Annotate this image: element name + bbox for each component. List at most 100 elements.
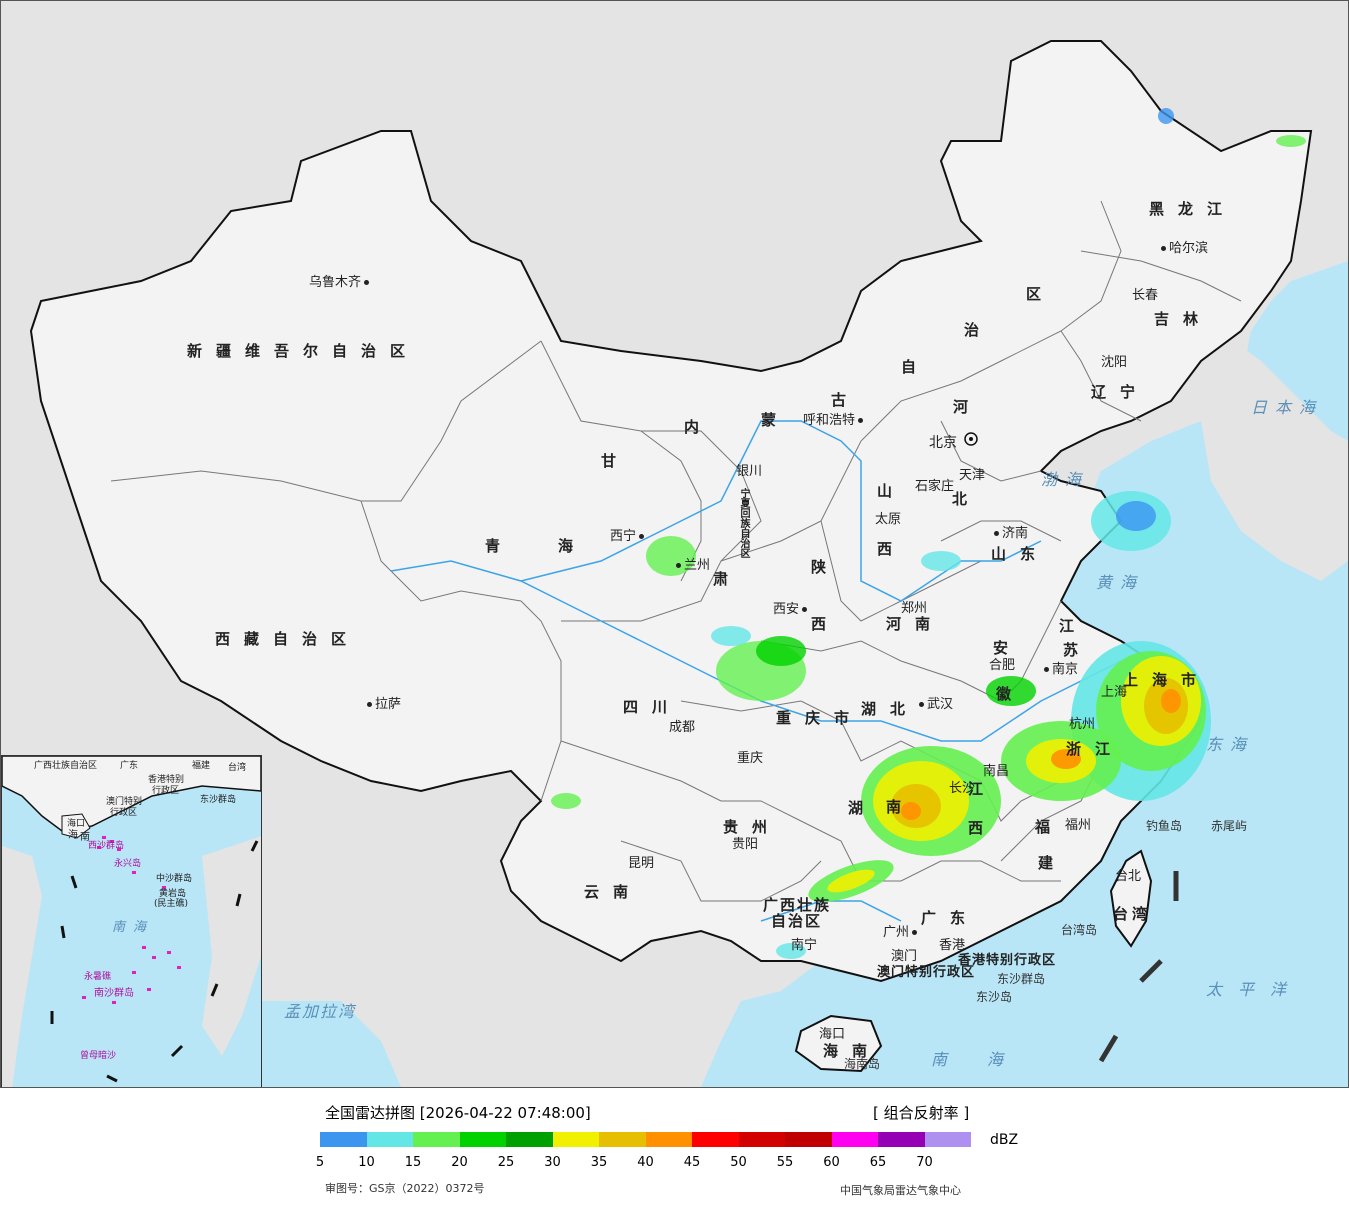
island-dongsha-dao: 东沙岛 xyxy=(976,990,1013,1004)
province-hebei-2: 北 xyxy=(952,490,982,508)
province-taiwan: 台湾 xyxy=(1113,905,1152,923)
province-chongqing: 重庆市 xyxy=(776,709,864,727)
province-gansu-1: 甘 xyxy=(601,452,631,470)
legend-tick-label: 55 xyxy=(776,1155,794,1170)
province-fujian-1: 福 xyxy=(1035,818,1065,836)
province-macau: 澳门特别行政区 xyxy=(877,965,976,980)
inset-hainan xyxy=(61,813,91,839)
province-fujian-2: 建 xyxy=(1038,854,1068,872)
sea-bengal: 孟加拉湾 xyxy=(284,1002,357,1021)
city-tianjin: 天津 xyxy=(959,468,986,483)
city-harbin: 哈尔滨 xyxy=(1158,237,1208,256)
city-chongqing: 重庆 xyxy=(737,751,764,766)
city-wuhan: 武汉 xyxy=(916,693,953,712)
city-lhasa: 拉萨 xyxy=(364,693,401,712)
province-hunan-1: 湖 xyxy=(848,799,878,817)
province-shaanxi-1: 陕 xyxy=(811,558,841,576)
legend-swatch xyxy=(459,1132,506,1147)
province-shanxi-2: 西 xyxy=(877,540,907,558)
bay-water xyxy=(261,1001,401,1087)
legend-tick-label: 20 xyxy=(451,1155,468,1170)
south-china-sea-inset: 广西壮族自治区 广东 福建 台湾 香港特别 行政区 澳门特别 行政区 东沙群岛 … xyxy=(1,755,262,1087)
province-jiangsu-2: 苏 xyxy=(1063,641,1093,659)
map-graphic xyxy=(1,1,1348,1087)
city-xining: 西宁 xyxy=(610,525,647,544)
province-borders xyxy=(110,200,1242,902)
inset-guangxi: 广西壮族自治区 xyxy=(34,761,98,771)
city-chengdu: 成都 xyxy=(669,720,696,735)
legend-swatch xyxy=(692,1132,739,1147)
city-guiyang: 贵阳 xyxy=(732,837,759,852)
legend-tick-label: 50 xyxy=(730,1155,747,1170)
city-zhengzhou: 郑州 xyxy=(901,601,928,616)
inset-hainan: 海 xyxy=(68,830,78,841)
legend: 全国雷达拼图 [2026-04-22 07:48:00] [ 组合反射率 ] d… xyxy=(0,1088,1349,1208)
province-sichuan: 四川 xyxy=(623,698,682,716)
city-yinchuan: 银川 xyxy=(736,464,763,479)
city-shijiazhuang: 石家庄 xyxy=(915,479,955,494)
province-guangxi: 广西壮族 xyxy=(763,896,832,914)
sea-yellow: 黄海 xyxy=(1096,573,1145,592)
city-changsha: 长沙 xyxy=(949,781,976,796)
province-jiangxi-1: 江 xyxy=(968,780,998,798)
island-hainan-dao: 海南岛 xyxy=(844,1057,881,1071)
legend-tick-label: 70 xyxy=(916,1155,933,1170)
legend-tick-label: 25 xyxy=(497,1155,515,1170)
island-diaoyu: 钓鱼岛 xyxy=(1146,819,1183,833)
legend-title: 全国雷达拼图 [2026-04-22 07:48:00] xyxy=(325,1104,591,1122)
inset-macau2: 行政区 xyxy=(110,808,138,818)
province-hubei: 湖北 xyxy=(861,700,920,718)
legend-swatch xyxy=(878,1132,925,1147)
legend-swatch xyxy=(645,1132,692,1147)
city-haikou: 海口 xyxy=(819,1027,846,1042)
city-lanzhou: 兰州 xyxy=(673,554,710,573)
inset-island-marks xyxy=(82,836,181,1004)
island-chiwei: 赤尾屿 xyxy=(1211,819,1248,833)
province-jiangsu-1: 江 xyxy=(1059,617,1089,635)
hainan-island xyxy=(794,1014,883,1073)
city-shenyang: 沈阳 xyxy=(1101,355,1128,370)
inset-dongsha: 东沙群岛 xyxy=(200,795,237,805)
radar-map: 新疆维吾尔自治区 西藏自治区 青 海 甘 肃 内 蒙 古 自 治 区 黑龙江 吉… xyxy=(0,0,1349,1088)
city-taiyuan: 太原 xyxy=(875,512,902,527)
province-neimenggu-5: 治 xyxy=(964,321,994,339)
legend-tick-label: 60 xyxy=(823,1155,840,1170)
city-jinan: 济南 xyxy=(991,522,1028,541)
city-urumqi: 乌鲁木齐 xyxy=(309,271,372,290)
legend-tick-label: 65 xyxy=(869,1155,887,1170)
capital-marker xyxy=(964,432,978,446)
province-guizhou: 贵州 xyxy=(723,818,782,836)
inset-graphic xyxy=(2,756,261,1087)
province-qinghai-1: 青 xyxy=(485,537,515,555)
province-zhejiang: 浙江 xyxy=(1066,740,1125,758)
city-beijing: 北京 xyxy=(929,435,957,451)
province-shandong: 山东 xyxy=(991,545,1050,563)
city-nanning: 南宁 xyxy=(791,938,818,953)
legend-color-bar xyxy=(320,1132,971,1147)
province-anhui-1: 安 xyxy=(993,639,1023,657)
inset-taiwan: 台湾 xyxy=(228,763,247,773)
sea-east: 东海 xyxy=(1206,735,1255,754)
legend-swatch xyxy=(506,1132,553,1147)
sea-pacific: 太平洋 xyxy=(1206,980,1303,999)
inset-south-sea: 南海 xyxy=(112,920,155,935)
legend-product: [ 组合反射率 ] xyxy=(873,1104,970,1122)
dash-line-segments xyxy=(1098,871,1179,1063)
radar-echoes xyxy=(551,108,1306,959)
legend-source: 中国气象局雷达气象中心 xyxy=(840,1184,961,1197)
sea-bohai: 渤海 xyxy=(1041,470,1090,489)
city-hangzhou: 杭州 xyxy=(1069,717,1096,732)
inset-huangyan2: (民主礁) xyxy=(154,899,189,909)
province-neimenggu-3: 古 xyxy=(831,391,861,409)
province-jilin: 吉林 xyxy=(1154,310,1213,328)
inset-guangdong: 广东 xyxy=(120,761,139,771)
taiwan-island xyxy=(1109,849,1153,948)
province-hunan-2: 南 xyxy=(886,798,916,816)
city-changchun: 长春 xyxy=(1132,288,1159,303)
province-neimenggu-4: 自 xyxy=(901,358,931,376)
province-shanghai: 上海市 xyxy=(1123,671,1211,689)
inset-hk: 香港特别 xyxy=(148,775,185,785)
legend-tick-label: 40 xyxy=(637,1155,654,1170)
province-gansu-2: 肃 xyxy=(713,570,743,588)
sea-japan: 日本海 xyxy=(1251,398,1324,417)
